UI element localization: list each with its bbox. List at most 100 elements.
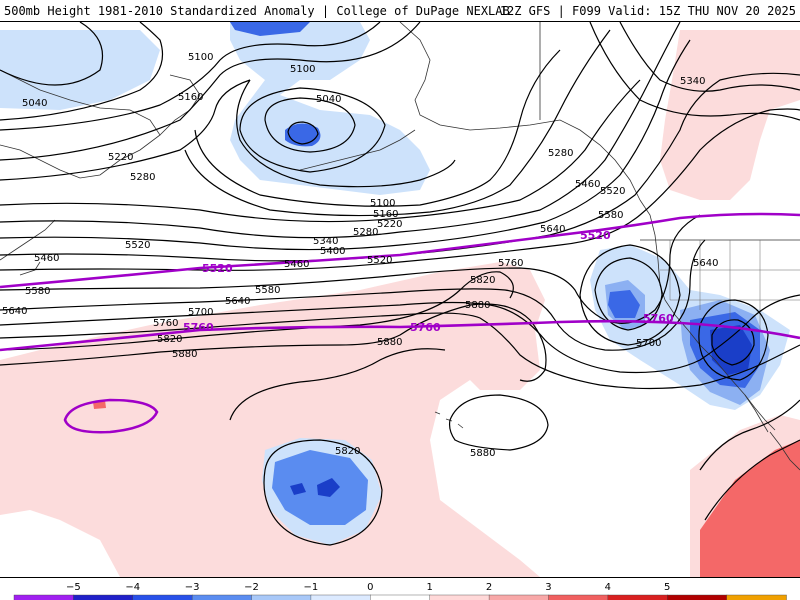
colorbar-tick-label: −3 [185,582,200,593]
contour-5220 [0,22,421,161]
core-low-contour [287,121,319,145]
asia-coastline [0,69,161,179]
us-state-borders [660,240,800,330]
colorbar-tick-label: 4 [605,582,611,593]
colorbar-tick-label: 1 [427,582,433,593]
colorbar-swatch [251,594,312,600]
contour-5820 [0,271,514,351]
contour-5880-hawaii [448,394,549,451]
height-label: 5520 [125,240,150,251]
contour-5580 [0,214,701,324]
contour-alaska-ridge-2 [589,22,800,121]
colorbar-tick-label: 0 [367,582,373,593]
trough-contour-4 [0,79,641,223]
inner-low-contour-2 [239,87,386,173]
colorbar-swatch [488,594,550,600]
baja-california-coastline [744,394,776,433]
kamchatka-coastline [159,74,201,136]
contour-5160 [0,22,381,131]
height-label: 5460 [575,179,600,190]
subtropical-high-contour [229,348,446,421]
contour-mexico [699,399,800,471]
height-label: 5580 [255,285,280,296]
contour-5880 [0,303,547,382]
colorbar-swatches [13,594,787,600]
contour-5280 [0,79,251,181]
colorbar-swatch [73,594,134,600]
colorbar-ticks: −5 −4 −3 −2 −1 0 1 2 3 4 5 [66,582,670,593]
canada-interior-border [539,22,800,241]
contour-mexico-2 [704,439,800,521]
highlight-label: 5760 [183,321,214,334]
colorbar-swatch [726,594,787,600]
height-label: 5580 [25,286,50,297]
colorbar-swatch [607,594,668,600]
colorbar-swatch [13,594,75,600]
height-label: 5700 [636,338,661,349]
height-label: 5400 [320,246,345,257]
highlighted-contour-labels: 5520 5520 5760 5760 5760 [183,229,674,334]
aleutian-islands [299,129,416,171]
height-label: 5280 [353,227,378,238]
trough-contour-3 [184,29,611,217]
colorbar-tick-label: 2 [486,582,492,593]
height-label: 5820 [335,446,360,457]
height-label: 5640 [225,296,250,307]
height-label: 5100 [370,198,395,209]
highlight-label: 5520 [202,262,233,275]
central-pacific-negative-anomaly-core [290,478,340,497]
colorbar-tick-label: −4 [125,582,140,593]
map-header: 500mb Height 1981-2010 Standardized Anom… [0,0,800,22]
height-label: 5280 [130,172,155,183]
colorbar-tick-label: −1 [304,582,319,593]
contour-alaska-ridge [619,22,800,92]
colorbar-tick-label: 3 [545,582,551,593]
contour-5820-central [263,439,383,546]
contour-5340 [0,22,681,239]
height-label: 5700 [188,307,213,318]
height-label: 5160 [373,209,398,220]
purple-contour-5760-island [63,398,159,434]
height-label: 5880 [470,448,495,459]
contour-5040-west [0,22,104,86]
purple-contour-5520 [0,212,800,289]
height-label: 5820 [157,334,182,345]
contour-west-coast-low [698,299,769,381]
colorbar-swatch [132,594,193,600]
aleutian-negative-core [230,22,310,36]
height-label: 5340 [680,76,705,87]
alaska-coastline [399,22,641,201]
height-label: 5880 [377,337,402,348]
height-contour-labels: 5040 5100 5160 5100 5040 5220 5280 5340 … [2,52,718,459]
height-label: 5820 [470,275,495,286]
height-label: 5460 [284,259,309,270]
weather-map: 5040 5100 5160 5100 5040 5220 5280 5340 … [0,22,800,577]
height-label: 5760 [153,318,178,329]
purple-contour-5760 [0,319,800,352]
height-label: 5100 [290,64,315,75]
contour-5700 [0,294,800,374]
mexico-positive-anomaly-core [700,440,800,577]
highlight-label: 5760 [410,321,441,334]
height-label: 5040 [316,94,341,105]
inner-low-contour [264,97,356,153]
contour-cutoff-low-2 [579,244,681,346]
highlight-label: 5520 [580,229,611,242]
height-label: 5760 [498,258,523,269]
contour-west-coast-low-2 [711,319,755,366]
model-run-info: 12Z GFS | F099 Valid: 15Z THU NOV 20 202… [499,4,796,18]
highlighted-contours [0,212,800,434]
colorbar-swatch [310,594,372,600]
contour-5520 [0,108,800,271]
hawaii-islands [434,411,464,429]
height-label: 5640 [2,306,27,317]
west-coast-negative-anomaly-core [710,325,752,375]
north-pacific-trough-negative-anomaly [230,22,430,195]
height-label: 5580 [598,210,623,221]
height-label: 5280 [548,148,573,159]
colorbar-swatch [667,594,728,600]
trough-contour-2 [194,49,561,207]
height-label: 5640 [540,224,565,235]
colorbar-swatch [548,594,609,600]
height-label: 5460 [34,253,59,264]
